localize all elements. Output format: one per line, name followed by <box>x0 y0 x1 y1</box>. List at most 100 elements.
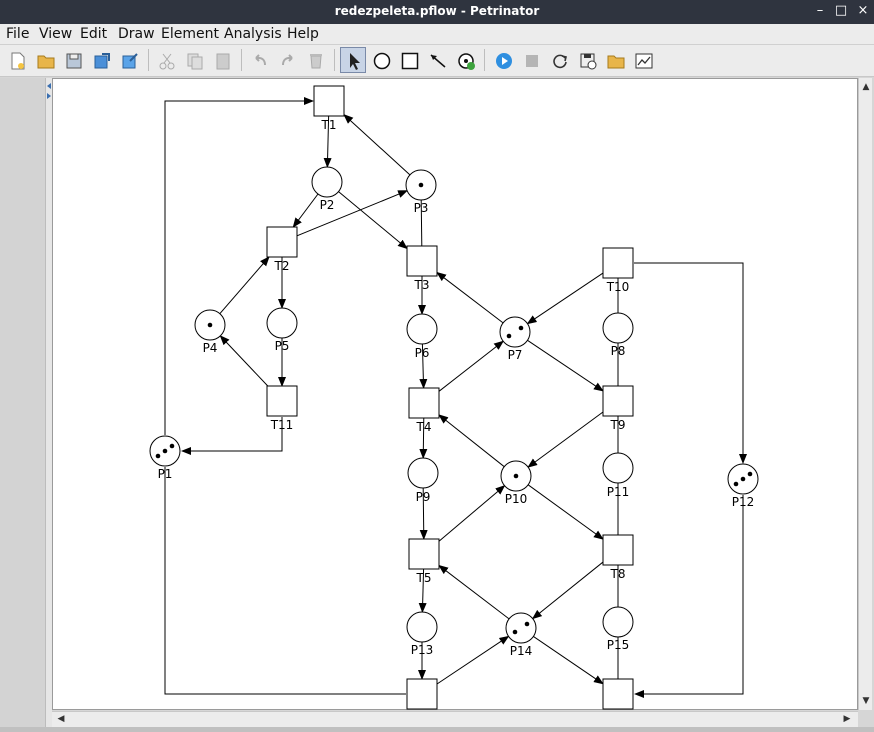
arc-p1-t1 <box>164 97 314 435</box>
arc-p3-t1 <box>343 114 411 176</box>
paste-icon[interactable] <box>209 47 235 73</box>
vertical-scrollbar[interactable]: ▲ ▼ <box>858 78 872 710</box>
menu-draw[interactable]: Draw <box>118 26 155 42</box>
place-label-p2: P2 <box>320 198 335 212</box>
menu-bar: File View Edit Draw Element Analysis Hel… <box>0 24 874 45</box>
scroll-down-icon[interactable]: ▼ <box>862 696 870 706</box>
arc-t11-p1 <box>181 417 283 455</box>
menu-edit[interactable]: Edit <box>80 26 108 42</box>
export-icon[interactable] <box>88 47 114 73</box>
place-label-p5: P5 <box>275 339 290 353</box>
panel-splitter[interactable] <box>46 78 52 728</box>
arc-p10-t8 <box>527 484 604 540</box>
arc-t2-p3 <box>296 190 409 237</box>
scroll-up-icon[interactable]: ▲ <box>862 82 870 92</box>
token-icon[interactable] <box>452 47 478 73</box>
transition-t7 <box>602 678 634 710</box>
place-label-p15: P15 <box>607 638 630 652</box>
menu-help[interactable]: Help <box>287 26 319 42</box>
select-arrow-icon[interactable] <box>340 47 366 73</box>
transition-square-icon[interactable] <box>396 47 422 73</box>
copy-icon[interactable] <box>181 47 207 73</box>
close-button[interactable]: × <box>857 3 869 18</box>
token-p12-3 <box>747 471 753 477</box>
transition-t6 <box>406 678 438 710</box>
toolbar <box>0 45 874 77</box>
cut-icon[interactable] <box>153 47 179 73</box>
drawing-canvas[interactable]: P1 P2 P3 P4 P5 P6 P7 P8 P9 P10 P11 P12 P13 P14 P15 T1 T2… <box>52 78 858 710</box>
arc-p2-t3 <box>338 191 408 250</box>
transition-t8 <box>602 534 634 566</box>
transition-t9 <box>602 385 634 417</box>
arc-t4-p7 <box>438 340 504 392</box>
place-p5 <box>266 307 298 339</box>
toolbar-separator <box>334 49 335 71</box>
token-p4-1 <box>207 322 213 328</box>
place-label-p14: P14 <box>510 644 533 658</box>
open-folder-icon[interactable] <box>602 47 628 73</box>
arc-p14-t7 <box>533 636 604 685</box>
delete-icon[interactable] <box>302 47 328 73</box>
undo-icon[interactable] <box>246 47 272 73</box>
token-p1-1 <box>155 453 161 459</box>
place-p11 <box>602 452 634 484</box>
arc-icon[interactable] <box>424 47 450 73</box>
place-label-p6: P6 <box>415 346 430 360</box>
toolbar-separator <box>148 49 149 71</box>
open-folder-icon[interactable] <box>32 47 58 73</box>
arc-t5-p10 <box>438 485 506 542</box>
arc-p3-t3 <box>420 199 423 247</box>
place-p15 <box>602 606 634 638</box>
place-label-p1: P1 <box>158 467 173 481</box>
place-label-p8: P8 <box>611 344 626 358</box>
maximize-button[interactable]: □ <box>834 3 848 18</box>
scroll-left-icon[interactable]: ◀ <box>57 714 65 724</box>
import-icon[interactable] <box>116 47 142 73</box>
save-icon[interactable] <box>60 47 86 73</box>
place-p6 <box>406 313 438 345</box>
place-p9 <box>407 457 439 489</box>
place-label-p12: P12 <box>732 495 755 509</box>
transition-t2 <box>266 226 298 258</box>
redo-icon[interactable] <box>274 47 300 73</box>
menu-view[interactable]: View <box>39 26 73 42</box>
arc-t10-p7 <box>526 272 604 325</box>
menu-file[interactable]: File <box>6 26 30 42</box>
refresh-icon[interactable] <box>546 47 572 73</box>
transition-label-t2: T2 <box>274 259 290 273</box>
arc-t1-p2 <box>323 115 332 169</box>
transition-label-t11: T11 <box>270 418 294 432</box>
splitter-arrows-icon <box>47 83 51 99</box>
place-p7 <box>499 316 531 348</box>
transition-t1 <box>313 85 345 117</box>
arc-p6-t4 <box>419 343 428 389</box>
petri-net-diagram: P1 P2 P3 P4 P5 P6 P7 P8 P9 P10 P11 P12 P13 P14 P15 T1 T2… <box>149 85 759 710</box>
transition-label-t4: T4 <box>416 420 432 434</box>
token-p7-1 <box>506 333 512 339</box>
transition-t4 <box>408 387 440 419</box>
arc-t9-p10 <box>527 411 604 468</box>
place-label-p9: P9 <box>416 490 431 504</box>
arc-t6-p1 <box>164 467 406 695</box>
transition-t3 <box>406 245 438 277</box>
menu-element[interactable]: Element <box>161 26 219 42</box>
minimize-button[interactable]: – <box>816 3 824 18</box>
transition-t11 <box>266 385 298 417</box>
play-icon[interactable] <box>490 47 516 73</box>
token-p3-1 <box>418 182 424 188</box>
place-circle-icon[interactable] <box>368 47 394 73</box>
horizontal-scrollbar[interactable]: ◀ ▶ <box>52 711 858 727</box>
stop-icon[interactable] <box>518 47 544 73</box>
place-p2 <box>311 166 343 198</box>
new-file-icon[interactable] <box>4 47 30 73</box>
save-disk-icon[interactable] <box>574 47 600 73</box>
arc-p12-t7 <box>634 495 744 698</box>
place-label-p11: P11 <box>607 485 630 499</box>
arc-t4-p9 <box>419 417 428 460</box>
chart-icon[interactable] <box>630 47 656 73</box>
menu-analysis[interactable]: Analysis <box>224 26 282 42</box>
token-p12-2 <box>740 476 746 482</box>
scroll-right-icon[interactable]: ▶ <box>843 714 851 724</box>
place-label-p4: P4 <box>203 341 218 355</box>
arc-t5-p13 <box>418 568 427 614</box>
